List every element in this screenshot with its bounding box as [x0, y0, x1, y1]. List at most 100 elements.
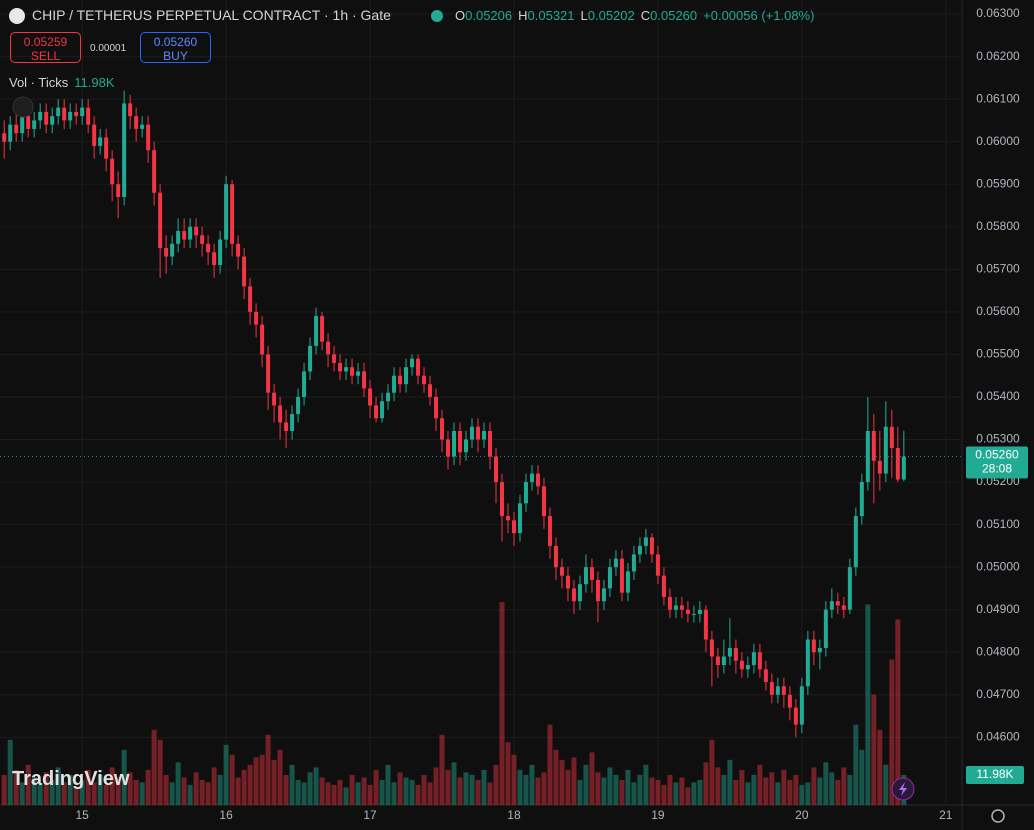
volume-bar: [643, 764, 649, 805]
ohlc-legend: O0.05206 H0.05321 L0.05202 C0.05260 +0.00056…: [455, 8, 820, 23]
axes: 0.04600 0.04700 0.04800 0.04900 0.05000 0.051…: [0, 6, 1028, 822]
candle-body: [709, 639, 714, 657]
volume-legend-name: Vol · Ticks: [9, 75, 69, 90]
candle-body: [577, 584, 582, 602]
volume-bar: [751, 774, 757, 805]
candle-body: [62, 107, 67, 121]
volume-bar: [559, 759, 565, 805]
volume-bar: [157, 739, 163, 805]
volume-bar: [517, 769, 523, 805]
candle-body: [464, 439, 469, 453]
volume-bar: [823, 762, 829, 805]
candle-body: [476, 426, 481, 440]
volume-bar: [799, 784, 805, 805]
candle-body: [164, 248, 169, 257]
candle-body: [128, 103, 133, 117]
volume-bar: [229, 754, 235, 805]
candle-body: [691, 613, 696, 615]
ohlc-value: 0.05321: [527, 8, 575, 23]
volume-bar: [655, 779, 661, 805]
volume-bar: [163, 774, 169, 805]
candle-body: [745, 665, 750, 670]
candle-body: [889, 426, 894, 449]
volume-bar: [889, 659, 895, 805]
candle-body: [254, 311, 259, 325]
y-tick-label: 0.05600: [976, 304, 1020, 318]
volume-bar: [631, 782, 637, 805]
buy-label: BUY: [163, 49, 188, 63]
collapse-button[interactable]: [12, 96, 34, 118]
volume-bar: [373, 769, 379, 805]
alert-bolt: [899, 782, 907, 796]
candle-body: [350, 367, 355, 376]
volume-bar: [565, 769, 571, 805]
candle-body: [757, 652, 762, 670]
candle-body: [92, 124, 97, 146]
candle-body: [20, 116, 25, 134]
volume-bar: [415, 784, 421, 805]
candle-body: [146, 124, 151, 151]
candle-body: [805, 639, 810, 687]
volume-bar: [433, 767, 439, 805]
candle-body: [523, 482, 528, 504]
y-tick-label: 0.04800: [976, 644, 1020, 658]
candle-body: [595, 579, 600, 602]
candle-body: [787, 694, 792, 708]
countdown-label: 28:08: [982, 462, 1012, 476]
ohlc-value: 0.05202: [587, 8, 635, 23]
sell-price: 0.05259: [23, 35, 68, 49]
volume-bar: [139, 782, 145, 805]
volume-bar: [463, 772, 469, 805]
volume-bar: [451, 762, 457, 805]
volume-bar: [607, 767, 613, 805]
candle-body: [835, 601, 840, 606]
volume-bar: [25, 764, 31, 805]
volume-bar: [181, 777, 187, 805]
volume-legend-value: 11.98K: [74, 75, 115, 90]
x-tick-label: 19: [651, 808, 665, 822]
candle-body: [901, 456, 906, 480]
candle-body: [356, 371, 361, 376]
volume-bar: [847, 774, 853, 805]
volume-bar: [577, 779, 583, 805]
candle-body: [314, 316, 319, 346]
volume-bar: [307, 772, 313, 805]
candle-body: [32, 120, 37, 129]
y-tick-label: 0.04900: [976, 602, 1020, 616]
volume-bar: [541, 772, 547, 805]
volume-bar: [781, 769, 787, 805]
candle-body: [176, 231, 181, 244]
candle-body: [589, 567, 594, 580]
volume-bar: [109, 767, 115, 805]
volume-bar: [259, 754, 265, 805]
buy-button[interactable]: 0.05260 BUY: [140, 32, 211, 63]
candle-body: [458, 431, 463, 453]
volume-bar: [367, 784, 373, 805]
sell-button[interactable]: 0.05259 SELL: [10, 32, 81, 63]
candle-body: [338, 362, 343, 372]
candle-body: [170, 243, 175, 257]
candle-body: [829, 601, 834, 610]
candle-body: [422, 375, 427, 385]
change: +0.00056 (+1.08%): [703, 8, 815, 23]
candle-body: [499, 482, 504, 517]
candle-body: [8, 124, 13, 142]
settings-icon[interactable]: [991, 809, 1005, 823]
volume-bar: [349, 774, 355, 805]
volume-bar: [343, 787, 349, 805]
ohlc-key: L: [580, 8, 588, 23]
volume-bar: [685, 787, 691, 805]
volume-bar: [601, 777, 607, 805]
volume-bar: [97, 774, 103, 805]
volume-bar: [241, 769, 247, 805]
x-tick-label: 20: [795, 808, 809, 822]
volume-bar: [703, 762, 709, 805]
volume-bar: [439, 734, 445, 805]
candle-body: [434, 396, 439, 419]
volume-bar: [55, 767, 61, 805]
volume-bar: [481, 769, 487, 805]
candle-body: [619, 558, 624, 593]
x-tick-label: 21: [939, 808, 953, 822]
candle-body: [763, 669, 768, 683]
